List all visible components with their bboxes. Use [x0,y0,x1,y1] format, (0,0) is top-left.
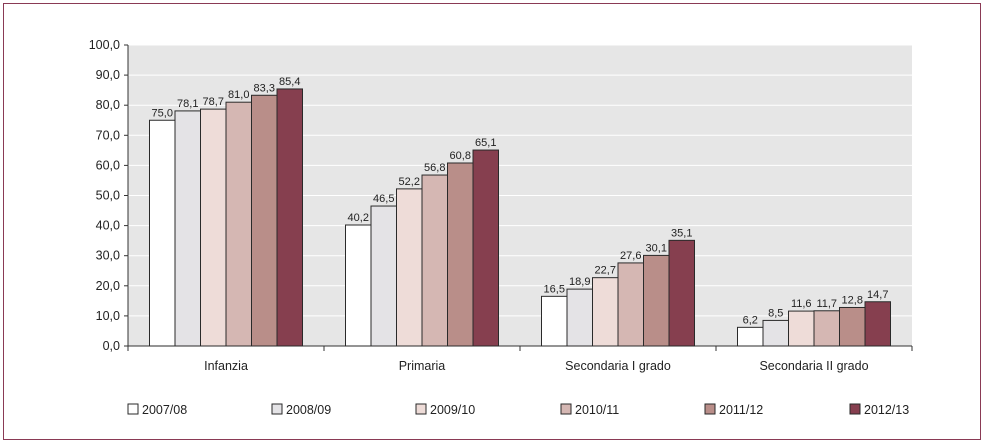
y-tick-label: 70,0 [96,128,120,142]
data-label: 75,0 [152,107,173,119]
data-label: 14,7 [867,289,888,301]
bar [668,239,695,347]
bar [864,301,891,347]
bar [566,288,593,347]
legend-label: 2007/08 [142,403,187,417]
bar [396,188,423,347]
data-label: 18,9 [569,276,590,288]
y-tick-label: 60,0 [96,158,120,172]
bar [737,326,764,347]
bar [200,108,227,347]
legend-label: 2010/11 [575,403,619,417]
data-label: 8,5 [768,307,783,319]
data-label: 78,1 [177,98,198,110]
y-tick-label: 50,0 [96,189,120,203]
y-tick-label: 0,0 [103,339,120,353]
bar [447,162,474,347]
data-label: 35,1 [671,227,692,239]
legend-swatch [415,403,427,415]
x-category-label: Primaria [399,359,446,373]
legend-label: 2009/10 [430,403,475,417]
data-label: 16,5 [544,283,565,295]
data-label: 6,2 [743,314,758,326]
data-label: 12,8 [842,294,863,306]
bar [421,174,448,347]
data-label: 56,8 [424,162,445,174]
data-label: 46,5 [373,193,394,205]
bar [617,262,644,347]
legend-swatch [560,403,572,415]
bar [345,224,372,347]
bar [174,110,201,347]
x-category-label: Infanzia [204,359,248,373]
bar [149,119,176,347]
bar [225,101,252,347]
bar [839,306,866,347]
y-tick-label: 30,0 [96,249,120,263]
data-label: 52,2 [399,176,420,188]
y-tick-label: 80,0 [96,98,120,112]
y-tick-label: 90,0 [96,68,120,82]
bar [472,149,499,347]
data-label: 60,8 [450,150,471,162]
bar [251,94,278,347]
bar [788,310,815,347]
data-label: 65,1 [475,137,496,149]
legend-label: 2008/09 [286,403,331,417]
legend-label: 2011/12 [719,403,763,417]
x-category-label: Secondaria I grado [565,359,671,373]
legend-swatch [849,403,861,415]
legend-swatch [127,403,139,415]
data-label: 81,0 [228,89,249,101]
data-label: 83,3 [254,82,275,94]
y-tick-label: 100,0 [89,38,120,52]
data-label: 85,4 [279,76,300,88]
data-label: 11,6 [791,298,812,310]
data-label: 27,6 [620,250,641,262]
bar [813,310,840,347]
y-tick-label: 10,0 [96,309,120,323]
y-tick-label: 20,0 [96,279,120,293]
bar [643,254,670,347]
legend-swatch [704,403,716,415]
bar [370,205,397,347]
bar [541,295,568,347]
data-label: 30,1 [646,242,667,254]
data-label: 40,2 [348,212,369,224]
bar [276,88,303,347]
data-label: 11,7 [816,298,837,310]
x-category-label: Secondaria II grado [759,359,868,373]
data-label: 78,7 [203,96,224,108]
data-label: 22,7 [595,265,616,277]
legend-label: 2012/13 [864,403,909,417]
legend-swatch [271,403,283,415]
bar [592,277,619,347]
bar [762,319,789,347]
y-tick-label: 40,0 [96,219,120,233]
